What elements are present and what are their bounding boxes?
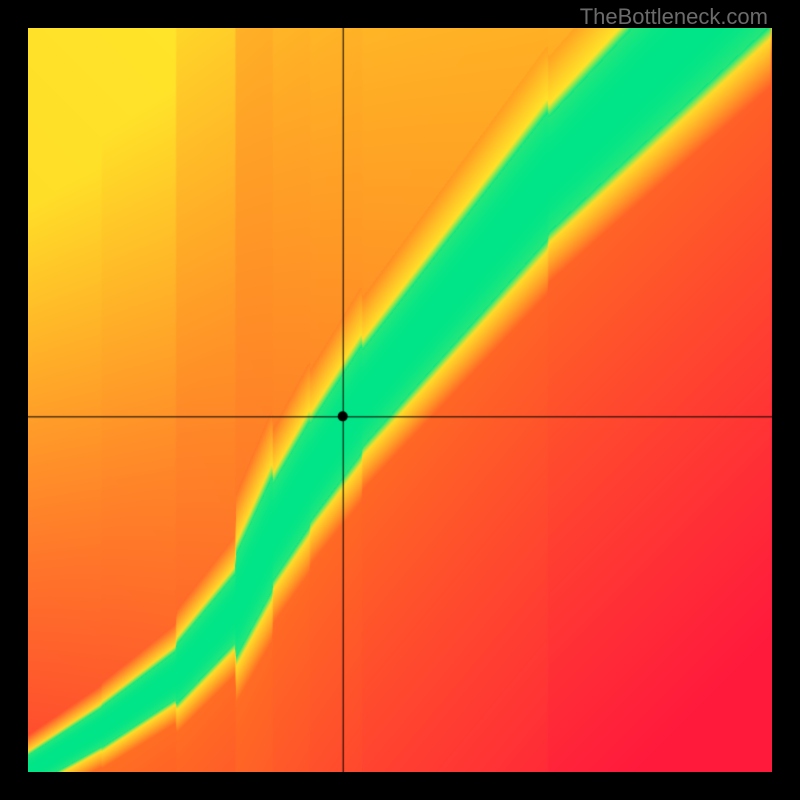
- heatmap-canvas: [28, 28, 772, 772]
- watermark-text: TheBottleneck.com: [580, 4, 768, 30]
- chart-container: TheBottleneck.com: [0, 0, 800, 800]
- plot-area: [28, 28, 772, 772]
